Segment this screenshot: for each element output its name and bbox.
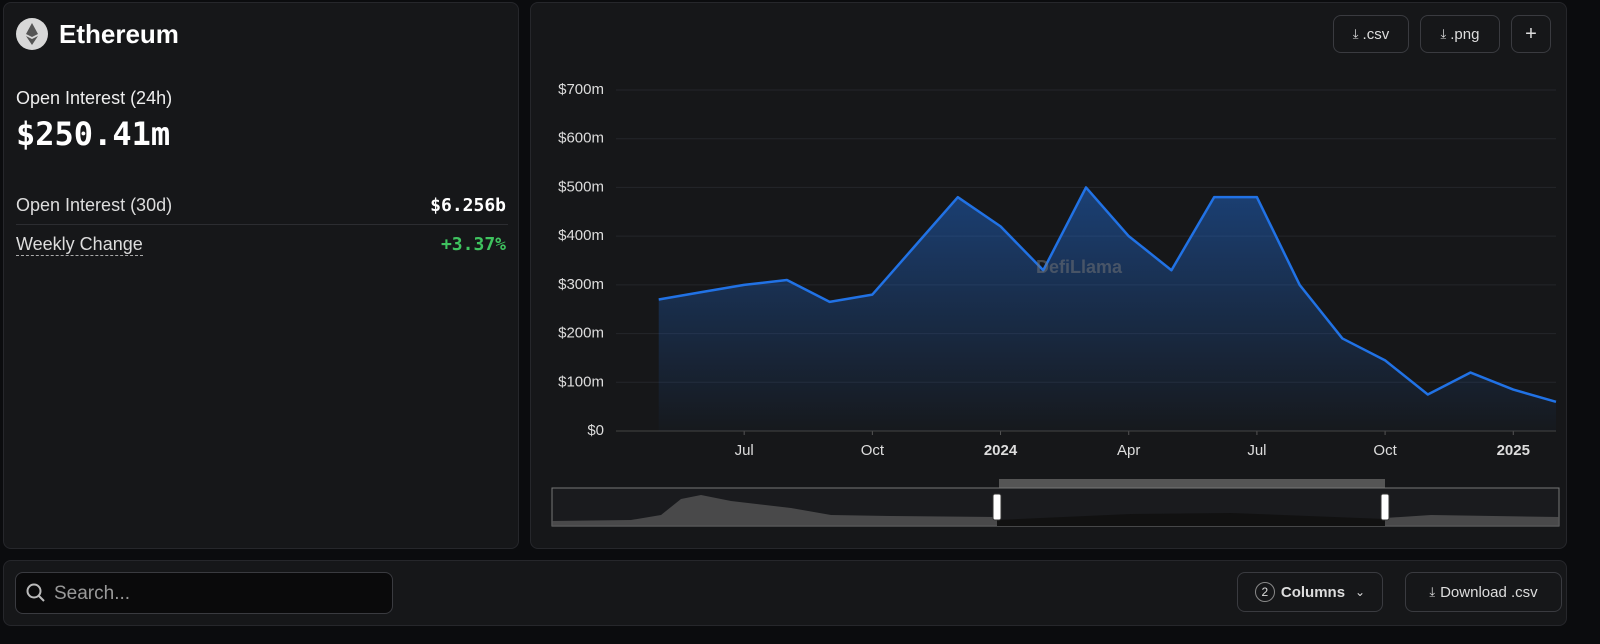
- png-button[interactable]: ⤓ .png: [1420, 15, 1500, 53]
- table-bar: Search... 2 Columns ⌄ ⤓ Download .csv: [3, 560, 1567, 626]
- download-button[interactable]: ⤓ Download .csv: [1405, 572, 1562, 612]
- search-placeholder: Search...: [54, 583, 131, 604]
- png-label: .png: [1450, 25, 1480, 43]
- divider: [16, 224, 508, 225]
- oi-24h-label: Open Interest (24h): [16, 88, 173, 108]
- x-tick-label: Oct: [1373, 442, 1397, 459]
- columns-button[interactable]: 2 Columns ⌄: [1237, 572, 1383, 612]
- stats-panel: Ethereum Open Interest (24h) $250.41m Op…: [3, 2, 519, 549]
- chart-panel: $0 $100m $200m $300m $400m $500m $600m $700m Jul…: [530, 2, 1567, 549]
- x-tick-label: Apr: [1117, 442, 1140, 459]
- download-label: Download .csv: [1440, 583, 1538, 601]
- search-box[interactable]: Search...: [15, 572, 393, 614]
- x-tick-label: Jul: [735, 442, 754, 459]
- chart: $0 $100m $200m $300m $400m $500m $600m $700m Jul…: [551, 81, 1560, 527]
- y-tick-label: $100m: [558, 373, 604, 390]
- y-tick-label: $300m: [558, 276, 604, 293]
- title: Ethereum: [59, 19, 179, 49]
- nav-area: [552, 495, 997, 526]
- y-tick-label: $0: [587, 422, 604, 439]
- x-tick-label: Oct: [861, 442, 885, 459]
- area: [658, 187, 1556, 431]
- oi-30d-value: $6.256b: [430, 195, 506, 216]
- nav-handle[interactable]: [1380, 493, 1390, 521]
- columns-count: 2: [1254, 582, 1275, 602]
- y-tick-label: $500m: [558, 178, 604, 195]
- eth-icon: [16, 18, 48, 50]
- x-tick-label: 2025: [1497, 442, 1530, 459]
- columns-label: Columns: [1280, 583, 1346, 601]
- nav-area-selected: [997, 513, 1385, 526]
- search-icon: [26, 583, 45, 602]
- oi-24h-value: $250.41m: [16, 115, 171, 153]
- x-tick-label: 2024: [984, 442, 1018, 459]
- add-button[interactable]: +: [1511, 15, 1551, 53]
- csv-label: .csv: [1362, 25, 1390, 43]
- csv-button[interactable]: ⤓ .csv: [1333, 15, 1409, 53]
- weekly-value: +3.37%: [440, 234, 506, 255]
- oi-30d-label: Open Interest (30d): [16, 195, 173, 215]
- y-tick-label: $600m: [558, 130, 604, 147]
- x-tick-label: Jul: [1247, 442, 1266, 459]
- nav-handle[interactable]: [992, 493, 1002, 521]
- line: [658, 186, 1557, 403]
- nav-bar[interactable]: [999, 479, 1385, 488]
- weekly-label[interactable]: Weekly Change: [16, 234, 143, 256]
- y-tick-label: $400m: [558, 227, 604, 244]
- nav-area: [1385, 515, 1559, 526]
- y-tick-label: $700m: [558, 81, 604, 98]
- y-tick-label: $200m: [558, 325, 604, 342]
- watermark: DefiLlama: [1036, 257, 1123, 277]
